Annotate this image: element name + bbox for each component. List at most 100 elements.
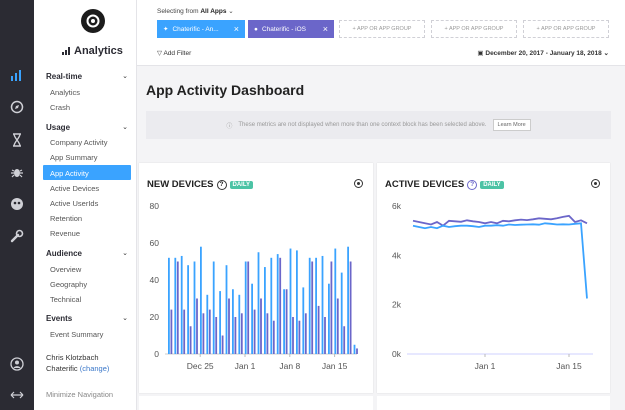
x-tick-label: Jan 1: [475, 361, 496, 371]
y-tick-label: 60: [150, 238, 160, 248]
close-icon[interactable]: ×: [322, 24, 328, 34]
sidebar-item-event-summary[interactable]: Event Summary: [50, 330, 104, 339]
sidebar-item-overview[interactable]: Overview: [50, 265, 82, 274]
bar: [308, 257, 311, 354]
section-usage[interactable]: Usage: [46, 123, 71, 132]
target-icon[interactable]: [591, 179, 600, 188]
date-range-picker[interactable]: ▣ December 20, 2017 - January 18, 2018 ⌄: [477, 49, 609, 57]
bar: [340, 272, 343, 354]
daily-badge[interactable]: DAILY: [480, 180, 504, 189]
sidebar-item-technical[interactable]: Technical: [50, 295, 82, 304]
bar: [200, 246, 202, 354]
bar: [196, 298, 198, 354]
sidebar-item-retention[interactable]: Retention: [50, 214, 83, 223]
sidebar-item-analytics[interactable]: Analytics: [50, 88, 81, 97]
bar: [349, 261, 352, 354]
info-icon: ⓘ: [226, 123, 233, 130]
bar: [328, 283, 330, 354]
bar: [270, 257, 273, 354]
sidebar-item-revenue[interactable]: Revenue: [50, 229, 81, 238]
bar: [264, 267, 266, 354]
close-icon[interactable]: ×: [233, 24, 239, 34]
collapse-arrows-icon[interactable]: [8, 386, 26, 404]
help-icon[interactable]: ?: [216, 179, 227, 190]
bar: [244, 261, 247, 354]
wrench-icon[interactable]: [8, 227, 26, 245]
chevron-down-icon: ⌄: [603, 50, 609, 57]
sidebar-item-geography[interactable]: Geography: [50, 280, 88, 289]
target-icon[interactable]: [354, 179, 363, 188]
icon-rail: [0, 0, 34, 410]
bar: [176, 261, 179, 354]
bar: [289, 248, 292, 354]
y-tick-label: 4k: [392, 250, 402, 260]
bug-icon[interactable]: [8, 163, 26, 181]
add-app-group-button[interactable]: + APP OR APP GROUP: [431, 20, 517, 38]
selecting-from[interactable]: Selecting from All Apps ⌄: [157, 7, 234, 15]
page-title: App Activity Dashboard: [146, 82, 305, 98]
bar: [180, 255, 183, 354]
daily-badge[interactable]: DAILY: [229, 180, 253, 189]
face-icon[interactable]: [8, 195, 26, 213]
learn-more-button[interactable]: Learn More: [492, 119, 531, 131]
bar: [232, 289, 234, 354]
change-company-link[interactable]: (change): [79, 364, 110, 373]
bar: [251, 283, 253, 354]
bar: [334, 248, 337, 354]
sidebar-item-active-userids[interactable]: Active UserIds: [50, 199, 99, 208]
sidebar-item-active-devices[interactable]: Active Devices: [50, 184, 100, 193]
add-filter-label: Add Filter: [163, 50, 192, 57]
active-devices-card: ACTIVE DEVICES ? DAILY 0k 2k 4k 6k Jan 1 Jan …: [377, 163, 610, 393]
bar: [253, 309, 256, 354]
section-realtime[interactable]: Real-time: [46, 72, 83, 81]
bar: [238, 294, 241, 354]
series-line: [412, 222, 588, 299]
sidebar-item-crash[interactable]: Crash: [50, 103, 71, 112]
bar-chart-icon[interactable]: [8, 66, 26, 84]
y-tick-label: 0: [154, 349, 159, 359]
android-icon: ✦: [163, 26, 169, 33]
bar: [183, 309, 186, 354]
bar: [208, 309, 211, 354]
context-notice: ⓘ These metrics are not displayed when m…: [146, 111, 611, 139]
bar: [225, 265, 228, 354]
user-company-line: Chaterific (change): [46, 364, 109, 373]
hourglass-icon[interactable]: [8, 131, 26, 149]
help-icon[interactable]: ?: [467, 179, 478, 190]
bar: [292, 317, 294, 354]
y-tick-label: 20: [150, 312, 160, 322]
section-events[interactable]: Events: [46, 314, 73, 323]
minimize-navigation-button[interactable]: Minimize Navigation: [46, 390, 114, 399]
brand: Analytics: [62, 45, 123, 57]
bar: [206, 294, 209, 354]
sidebar-item-company-activity[interactable]: Company Activity: [50, 138, 108, 147]
compass-icon[interactable]: [8, 98, 26, 116]
x-tick-label: Dec 25: [187, 361, 214, 371]
chevron-down-icon[interactable]: ⌄: [122, 124, 128, 131]
user-icon[interactable]: [8, 355, 26, 373]
app-chip-android[interactable]: ✦ Chaterific - An... ×: [157, 20, 245, 38]
add-filter-button[interactable]: ▽ Add Filter: [157, 49, 191, 57]
bar: [311, 261, 314, 354]
active-devices-title: ACTIVE DEVICES: [385, 179, 465, 190]
sidebar-item-app-summary[interactable]: App Summary: [50, 153, 98, 162]
bar: [247, 261, 250, 354]
bar: [302, 287, 305, 354]
filter-icon: ▽: [157, 50, 162, 57]
bar: [193, 261, 196, 354]
app-logo: [81, 9, 105, 33]
bar: [234, 317, 237, 354]
selecting-label: Selecting from: [157, 8, 199, 15]
chevron-down-icon[interactable]: ⌄: [122, 73, 128, 80]
app-chip-ios[interactable]: ● Chaterific - iOS ×: [248, 20, 334, 38]
user-name: Chris Klotzbach: [46, 353, 99, 362]
chevron-down-icon[interactable]: ⌄: [122, 315, 128, 322]
bar: [212, 261, 215, 354]
bar: [189, 326, 192, 354]
add-app-group-button[interactable]: + APP OR APP GROUP: [523, 20, 609, 38]
section-audience[interactable]: Audience: [46, 249, 83, 258]
chevron-down-icon[interactable]: ⌄: [122, 250, 128, 257]
add-app-group-button[interactable]: + APP OR APP GROUP: [339, 20, 425, 38]
sidebar-item-app-activity[interactable]: App Activity: [43, 165, 131, 180]
notice-text: These metrics are not displayed when mor…: [238, 122, 487, 128]
